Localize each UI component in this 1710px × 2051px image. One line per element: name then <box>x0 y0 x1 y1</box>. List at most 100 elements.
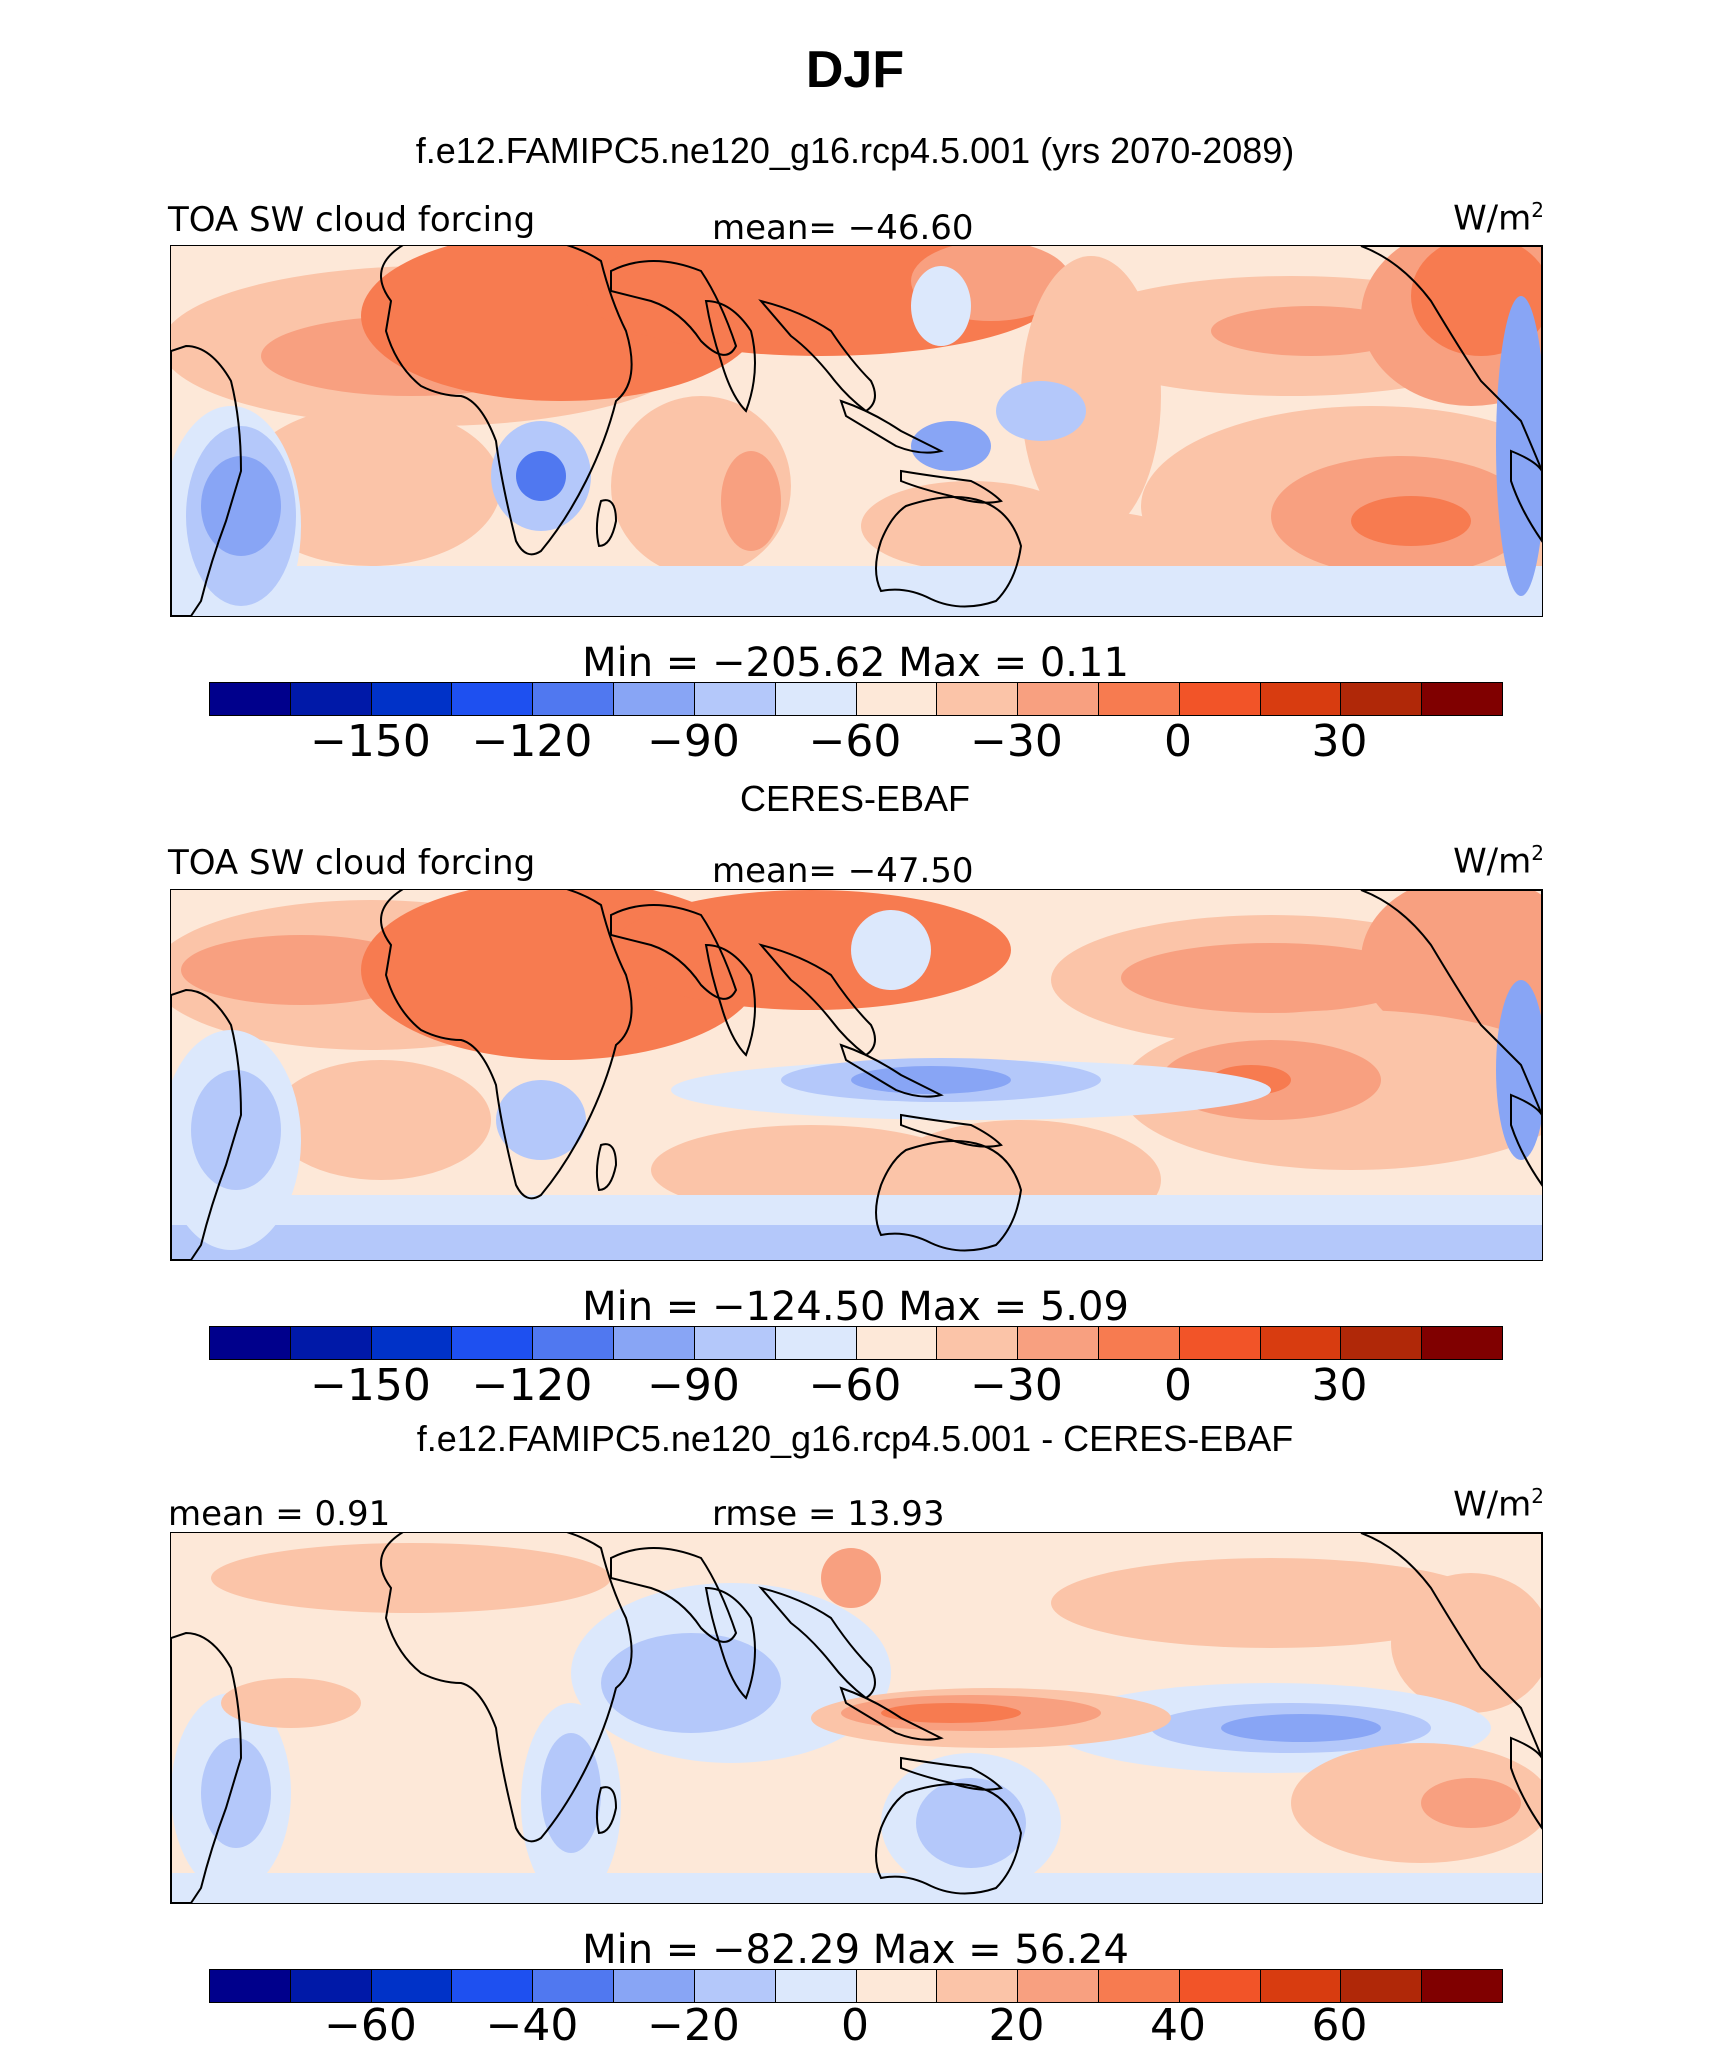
colorbar-box <box>1098 1970 1180 2002</box>
coastline <box>171 988 243 1260</box>
panel-1-colorbar <box>209 682 1503 716</box>
colorbar-box <box>371 1327 453 1359</box>
coastline <box>380 890 633 1200</box>
contour-region <box>911 266 971 346</box>
colorbar-tick-label: −90 <box>647 716 740 767</box>
panel-1-units: W/m2 <box>1453 198 1544 239</box>
coastline <box>1510 1736 1542 1830</box>
colorbar-tick-label: 60 <box>1311 2000 1368 2051</box>
contour-region <box>1391 1573 1542 1713</box>
colorbar-box <box>856 1327 938 1359</box>
colorbar-tick-label: −90 <box>647 1360 740 1411</box>
colorbar-tick-label: −60 <box>324 2000 417 2051</box>
colorbar-tick-label: −60 <box>808 716 902 767</box>
colorbar-tick-label: 20 <box>988 2000 1045 2051</box>
colorbar-box <box>290 683 372 715</box>
colorbar-box <box>533 1327 615 1359</box>
coastline <box>839 1043 944 1098</box>
colorbar-box <box>371 683 453 715</box>
coastline <box>704 943 756 1057</box>
coastline <box>1510 449 1542 543</box>
colorbar-tick-label: −30 <box>970 716 1063 767</box>
coastline <box>704 299 756 413</box>
contour-region <box>881 1703 1021 1723</box>
coastline <box>875 1140 1023 1252</box>
panel-2-map <box>170 889 1543 1261</box>
colorbar-box <box>533 1970 615 2002</box>
colorbar-box <box>1179 1970 1261 2002</box>
colorbar-box <box>1098 1327 1180 1359</box>
coastline <box>171 1631 243 1903</box>
contour-region <box>721 451 781 551</box>
contour-region <box>1496 296 1542 596</box>
contour-region <box>221 1678 361 1728</box>
contour-region <box>1221 1714 1381 1742</box>
coastline <box>380 246 633 556</box>
contour-region <box>516 451 566 501</box>
colorbar-box <box>1260 1327 1342 1359</box>
contour-region <box>821 1548 881 1608</box>
panel-1-colorbar-ticks: −150 −120 −90 −60 −30 0 30 <box>209 716 1501 767</box>
colorbar-box <box>533 683 615 715</box>
contour-region <box>211 1543 611 1613</box>
contour-region <box>181 935 421 1005</box>
colorbar-tick-label: 30 <box>1311 716 1368 767</box>
colorbar-box <box>1341 1970 1423 2002</box>
colorbar-tick-label: 0 <box>1164 716 1192 767</box>
colorbar-tick-label: −60 <box>808 1360 902 1411</box>
contour-region <box>541 1733 601 1853</box>
contour-region <box>171 1225 1542 1260</box>
panel-2-mean-label: mean= −47.50 <box>712 851 974 891</box>
coastline <box>1360 890 1542 1116</box>
colorbar-box <box>775 683 857 715</box>
colorbar-tick-label: −30 <box>970 1360 1063 1411</box>
colorbar-box <box>452 1970 534 2002</box>
contour-region <box>1351 496 1471 546</box>
colorbar-box <box>937 683 1019 715</box>
coastline <box>900 469 1003 504</box>
colorbar-box <box>290 1327 372 1359</box>
colorbar-tick-label: −150 <box>310 1360 431 1411</box>
contour-region <box>1361 890 1542 1045</box>
coastline <box>839 399 944 454</box>
panel-2-min-max: Min = −124.50 Max = 5.09 <box>582 1284 1129 1330</box>
coastline <box>758 299 876 413</box>
coastline <box>610 260 738 356</box>
colorbar-box <box>937 1970 1019 2002</box>
coastline <box>595 499 618 548</box>
colorbar-tick-label: 0 <box>841 2000 869 2051</box>
coastline <box>758 943 876 1057</box>
coastline <box>1360 1533 1542 1759</box>
colorbar-tick-label: −120 <box>471 1360 593 1411</box>
contour-region <box>1496 980 1542 1160</box>
contour-region <box>171 566 1542 616</box>
colorbar-tick-label: −40 <box>485 2000 579 2051</box>
coastline <box>704 1586 756 1700</box>
contour-region <box>201 456 281 556</box>
contour-region <box>496 1080 586 1160</box>
panel-1-min-max: Min = −205.62 Max = 0.11 <box>582 640 1129 686</box>
colorbar-box <box>210 1970 291 2002</box>
colorbar-box <box>290 1970 372 2002</box>
coastline <box>1510 1093 1542 1187</box>
colorbar-tick-label: 40 <box>1150 2000 1206 2051</box>
colorbar-box <box>1098 683 1180 715</box>
colorbar-box <box>614 1327 695 1359</box>
colorbar-box <box>694 1970 776 2002</box>
coastline <box>595 1143 618 1192</box>
panel-1-map <box>170 245 1543 617</box>
contour-region <box>996 381 1086 441</box>
contour-region <box>171 1873 1542 1903</box>
colorbar-box <box>1341 1327 1423 1359</box>
coastline <box>900 1756 1003 1791</box>
panel-3-colorbar <box>209 1969 1503 2003</box>
panel-2-colorbar <box>209 1326 1503 1360</box>
colorbar-box <box>1018 1970 1099 2002</box>
map-field <box>171 246 1542 616</box>
colorbar-box <box>452 683 534 715</box>
colorbar-box <box>1260 683 1342 715</box>
colorbar-box <box>210 1327 291 1359</box>
map-field <box>171 1533 1542 1903</box>
colorbar-box <box>614 1970 695 2002</box>
coastline <box>380 1533 633 1843</box>
